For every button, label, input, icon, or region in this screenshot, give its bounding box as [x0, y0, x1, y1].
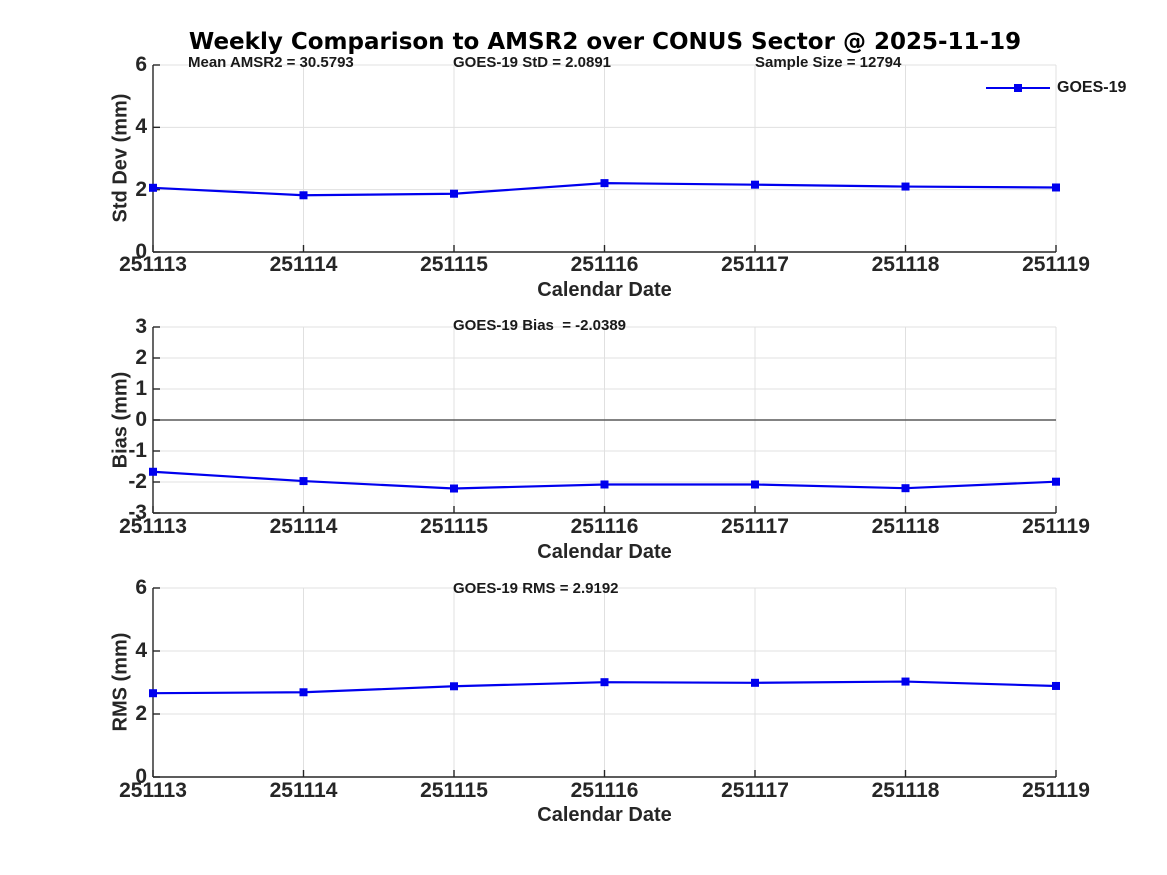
legend: GOES-19 [985, 79, 1126, 97]
x-tick-label: 251119 [1022, 515, 1090, 538]
legend-label: GOES-19 [1057, 79, 1127, 96]
data-point [299, 477, 308, 486]
y-tick-label: 1 [135, 377, 147, 400]
data-point [299, 688, 308, 697]
data-point [1052, 183, 1060, 192]
annotation-goes-bias: GOES-19 Bias = -2.0389 [453, 317, 627, 334]
y-tick-label: 3 [135, 315, 147, 338]
x-tick-label: 251116 [570, 779, 639, 802]
y-tick-label: -3 [128, 501, 147, 524]
x-tick-label: 251113 [119, 253, 187, 276]
x-tick-label: 251117 [721, 515, 789, 538]
annotation-sample-size: Sample Size = 12794 [755, 54, 902, 71]
x-tick-label: 251113 [119, 779, 187, 802]
y-tick-label: 2 [135, 346, 147, 369]
annotation-mean-amsr2: Mean AMSR2 = 30.5793 [188, 54, 354, 71]
x-tick-label: 251113 [119, 515, 187, 538]
y-tick-label: 6 [135, 53, 147, 76]
x-tick-label: 251114 [269, 515, 338, 538]
data-point [299, 191, 308, 200]
x-tick-label: 251118 [871, 515, 940, 538]
x-tick-label: 251115 [420, 515, 488, 538]
data-point [149, 467, 157, 476]
x-tick-label: 251114 [269, 779, 338, 802]
data-point [149, 183, 157, 192]
chart-title: Weekly Comparison to AMSR2 over CONUS Se… [188, 29, 1022, 55]
data-point [1052, 477, 1060, 486]
x-tick-label: 251117 [721, 253, 789, 276]
x-tick-label: 251114 [269, 253, 338, 276]
annotation-goes-std: GOES-19 StD = 2.0891 [453, 54, 611, 71]
x-tick-label: 251116 [570, 515, 639, 538]
x-tick-label: 251116 [570, 253, 639, 276]
data-point [600, 480, 609, 489]
x-tick-label: 251117 [721, 779, 789, 802]
y-tick-label: 6 [135, 576, 147, 599]
ylabel-std-dev: Std Dev (mm) [109, 93, 132, 223]
y-tick-label: 4 [135, 639, 147, 662]
data-point [751, 678, 759, 687]
data-point [901, 677, 910, 686]
data-point [149, 689, 157, 698]
annotation-goes-rms: GOES-19 RMS = 2.9192 [453, 580, 619, 597]
xlabel-std-dev: Calendar Date [537, 279, 672, 301]
x-tick-label: 251115 [420, 779, 488, 802]
y-tick-label: 2 [135, 702, 147, 725]
legend-line-marker-icon [986, 84, 1050, 92]
x-tick-label: 251119 [1022, 253, 1090, 276]
xlabel-bias: Calendar Date [537, 541, 672, 563]
data-point [901, 182, 910, 191]
data-point [901, 484, 910, 493]
data-point [751, 480, 759, 489]
y-tick-label: 0 [135, 240, 147, 263]
x-tick-label: 251118 [871, 779, 940, 802]
data-point [600, 179, 609, 188]
data-point [450, 484, 458, 493]
data-point [1052, 681, 1060, 690]
xlabel-rms: Calendar Date [537, 804, 672, 826]
y-tick-label: -1 [128, 439, 147, 462]
data-point [600, 678, 609, 687]
data-point [450, 682, 458, 691]
y-tick-label: 4 [135, 115, 147, 139]
x-tick-label: 251119 [1022, 779, 1090, 802]
y-tick-label: -2 [128, 470, 147, 493]
x-tick-label: 251118 [871, 253, 940, 276]
y-tick-label: 2 [135, 177, 147, 201]
x-tick-label: 251115 [420, 253, 488, 276]
data-point [450, 189, 458, 198]
data-point [751, 180, 759, 189]
y-tick-label: 0 [135, 765, 147, 788]
y-tick-label: 0 [135, 408, 147, 431]
